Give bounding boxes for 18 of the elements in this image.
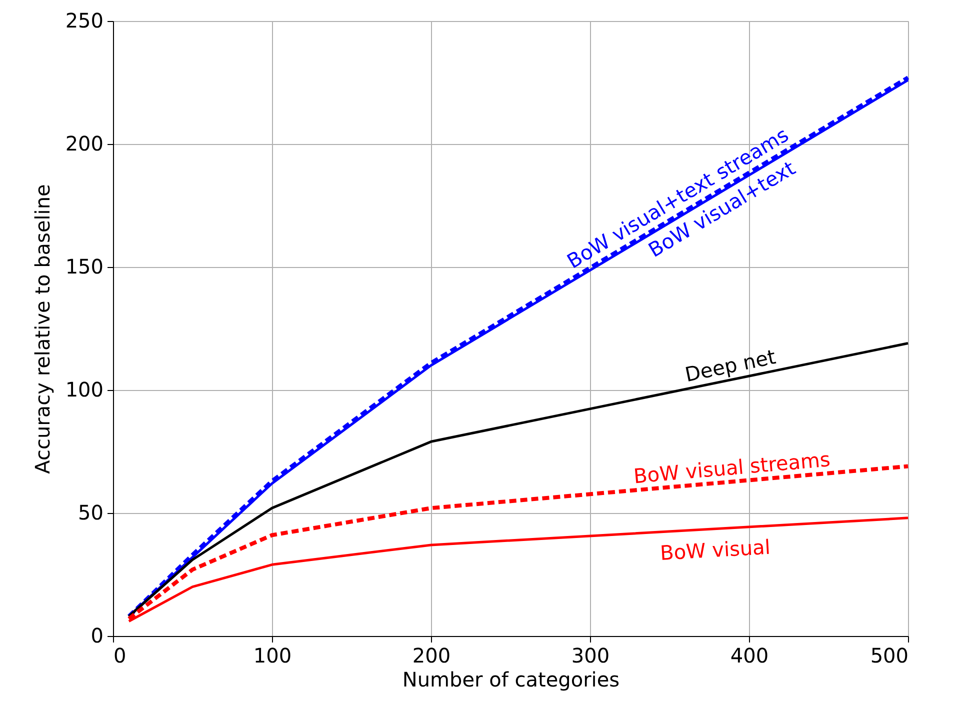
y-tick-label: 100: [65, 378, 104, 402]
y-tick-label: 200: [65, 132, 104, 156]
series-label: BoW visual: [659, 534, 771, 565]
line-series: [128, 342, 910, 618]
x-axis-title: Number of categories: [402, 668, 620, 692]
x-tick-label: 200: [412, 644, 451, 668]
y-axis-title: Accuracy relative to baseline: [30, 184, 54, 474]
y-tick-label: 250: [65, 8, 104, 32]
x-tick-label: 500: [870, 644, 908, 668]
y-tick-label: 50: [78, 500, 104, 524]
x-tick-label: 300: [571, 644, 610, 668]
y-tick-label: 150: [65, 254, 104, 278]
y-tick-label: 0: [90, 624, 104, 648]
text: Deep net: [682, 344, 778, 387]
text: BoW visual streams: [632, 447, 832, 488]
x-tick-label: 400: [730, 644, 769, 668]
x-tick-label: 0: [114, 644, 126, 668]
x-tick-label: 100: [253, 644, 292, 668]
